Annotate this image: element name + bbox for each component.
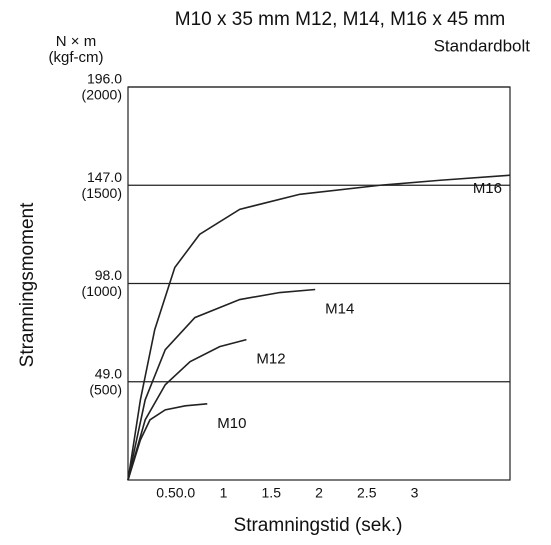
line-series [127, 288, 316, 481]
x-tick-label: 2 [315, 485, 323, 501]
y2-tick-label: (2000) [82, 87, 122, 103]
chart-subtitle: Standardbolt [434, 36, 531, 55]
y2-unit: (kgf-cm) [49, 49, 104, 66]
y-tick-label: 49.0 [95, 365, 122, 381]
chart-title: M10 x 35 mm M12, M14, M16 x 45 mm [175, 9, 506, 30]
series-label: M12 [256, 351, 285, 368]
line-series [127, 403, 208, 481]
series-label: M16 [473, 180, 502, 197]
y-tick-label: 196.0 [87, 71, 122, 87]
line-series [127, 174, 511, 481]
x-axis-label: Stramningstid (sek.) [234, 515, 403, 536]
y-tick-label: 147.0 [87, 169, 122, 185]
y-axis-label: Stramningsmoment [17, 202, 38, 367]
line-series [127, 338, 247, 481]
x-tick-label: 1 [220, 485, 228, 501]
y2-tick-label: (500) [89, 381, 122, 397]
series-label: M10 [217, 415, 246, 432]
y-tick-label: 98.0 [95, 267, 122, 283]
x-tick-label: 2.5 [357, 485, 377, 501]
x-tick-label: 1.5 [262, 485, 282, 501]
series-label: M14 [325, 300, 354, 317]
y2-tick-label: (1500) [82, 185, 122, 201]
y2-tick-label: (1000) [82, 283, 122, 299]
y-unit: N × m [56, 33, 96, 50]
x-tick-label: 3 [411, 485, 419, 501]
x-tick-label: 0.50.0 [156, 485, 195, 501]
